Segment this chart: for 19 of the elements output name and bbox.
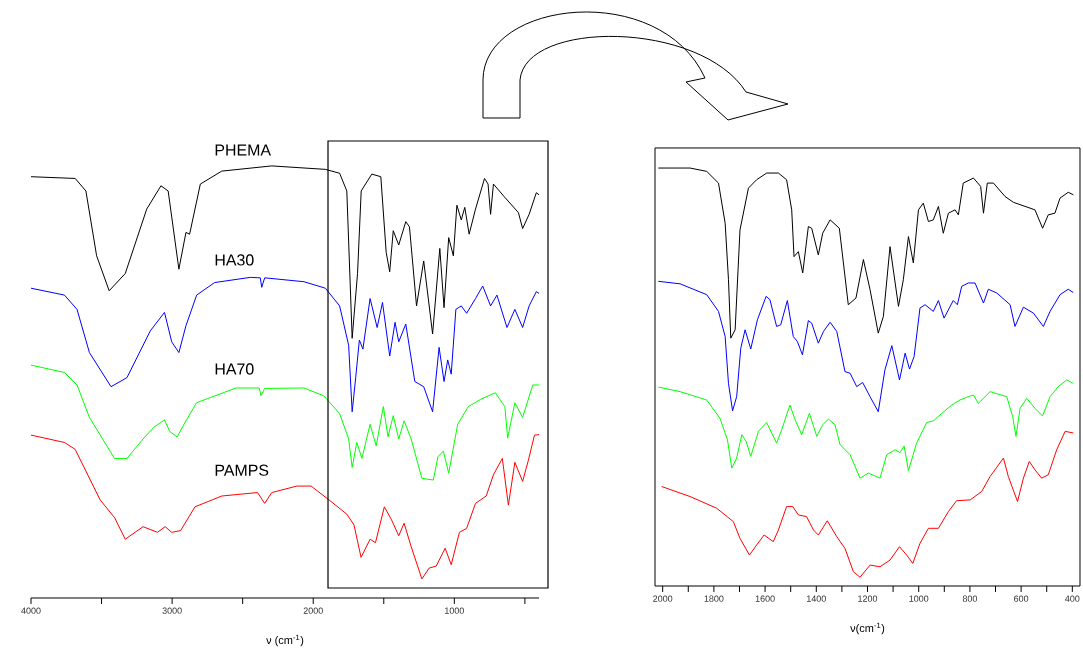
series-label: HA30 (215, 254, 254, 266)
x-axis-title: ν (cm$^{-1}$) (266, 634, 304, 647)
x-axis-title: ν(cm$^{-1}$) (850, 622, 885, 635)
x-tick-label: 1600 (755, 595, 775, 602)
series-label: PAMPS (215, 464, 269, 476)
x-tick-label: 2000 (653, 595, 673, 602)
x-tick-label: 1800 (704, 595, 724, 602)
series-label: PHEMA (215, 144, 271, 156)
x-tick-label: 3000 (162, 607, 182, 614)
x-tick-label: 800 (962, 595, 978, 602)
x-tick-label: 1200 (858, 595, 878, 602)
x-tick-label: 1000 (445, 607, 464, 614)
x-tick-label: 2000 (303, 607, 323, 614)
x-tick-label: 600 (1014, 595, 1029, 602)
x-tick-label: 1400 (807, 595, 826, 602)
x-tick-label: 400 (1065, 595, 1080, 602)
x-tick-label: 4000 (21, 607, 41, 614)
x-tick-label: 1000 (909, 595, 929, 602)
series-label: HA70 (215, 363, 254, 375)
